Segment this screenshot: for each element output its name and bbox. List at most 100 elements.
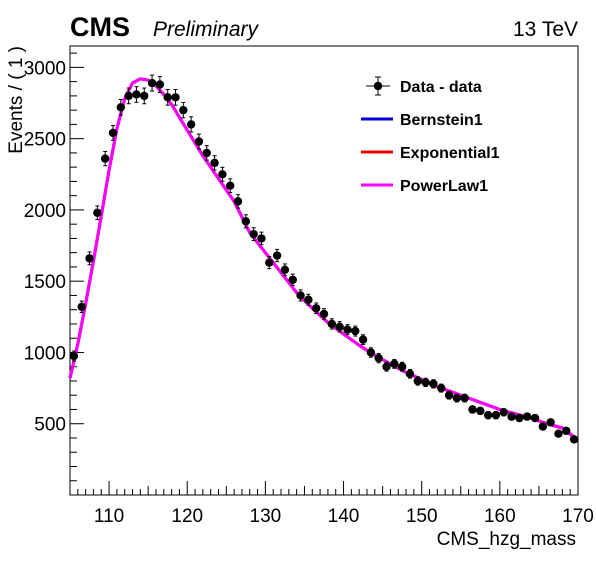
y-tick-label: 500 <box>34 415 66 436</box>
energy-label: 13 TeV <box>513 18 578 41</box>
data-point <box>374 353 383 364</box>
data-point <box>69 350 79 362</box>
data-point <box>444 390 454 400</box>
data-point <box>366 347 376 358</box>
data-point <box>249 227 258 242</box>
data-point <box>460 393 469 403</box>
data-point <box>335 321 344 333</box>
data-point <box>171 88 180 106</box>
y-tick-label: 1500 <box>24 272 66 293</box>
legend-entry: Bernstein1 <box>361 112 483 129</box>
data-point <box>452 393 462 403</box>
data-point <box>538 422 548 431</box>
legend-entry: Data - data <box>366 76 482 96</box>
data-point <box>194 133 204 150</box>
y-tick-label: 1000 <box>24 343 66 364</box>
data-point <box>304 293 313 306</box>
data-point <box>491 410 501 420</box>
legend-label: Bernstein1 <box>400 112 483 129</box>
legend: Data - data Bernstein1 Exponential1 PowerLa… <box>361 76 500 195</box>
data-point <box>468 405 477 414</box>
data-point <box>311 302 321 315</box>
data-point <box>569 435 579 444</box>
data-points <box>69 74 579 444</box>
x-tick-label: 170 <box>562 506 594 527</box>
x-tick-label: 150 <box>406 506 438 527</box>
data-point <box>530 413 540 423</box>
data-point <box>132 86 141 103</box>
data-point <box>405 369 415 379</box>
x-tick-label: 140 <box>328 506 360 527</box>
data-point <box>507 412 516 421</box>
data-point <box>390 358 399 369</box>
data-point <box>483 410 493 420</box>
y-tick-label: 2500 <box>24 130 66 151</box>
data-point <box>272 248 282 263</box>
data-point <box>233 194 243 209</box>
plot-frame <box>69 45 579 496</box>
data-point <box>296 289 305 302</box>
data-point <box>421 377 430 388</box>
series-line-bernstein1 <box>68 77 579 442</box>
data-point <box>85 251 94 266</box>
data-point <box>93 205 102 221</box>
legend-label: Data - data <box>400 79 482 96</box>
data-point <box>382 361 391 372</box>
data-point <box>280 263 290 277</box>
data-point <box>413 376 422 386</box>
data-point <box>351 325 360 337</box>
x-tick-label: 110 <box>94 506 124 527</box>
data-point <box>202 145 211 161</box>
data-point <box>429 379 438 389</box>
data-point <box>562 426 571 436</box>
y-tick-label: 3000 <box>24 58 66 79</box>
data-point <box>210 155 219 171</box>
data-point <box>140 87 149 105</box>
legend-entry: Exponential1 <box>361 145 500 162</box>
data-point <box>523 412 532 421</box>
data-point <box>77 300 86 314</box>
series-line-powerlaw1 <box>68 77 579 441</box>
series-line-exponential1 <box>68 77 579 442</box>
data-point <box>147 74 157 92</box>
y-tick-label: 2000 <box>24 201 66 222</box>
data-point <box>226 178 235 194</box>
x-axis-title: CMS_hzg_mass <box>437 529 576 550</box>
data-point <box>186 116 196 133</box>
data-point <box>499 408 508 417</box>
x-axis: 110 120 130 140 150 160 170 <box>69 481 594 527</box>
y-axis-title: Events / ( 1 ) <box>6 46 27 154</box>
data-point <box>343 324 352 336</box>
data-point <box>116 98 126 116</box>
data-point <box>319 308 329 320</box>
data-point <box>546 418 555 427</box>
data-point <box>437 383 446 393</box>
data-point <box>179 101 188 119</box>
data-point <box>327 318 337 330</box>
data-point <box>163 88 172 106</box>
data-point <box>358 334 368 345</box>
data-point <box>108 125 118 141</box>
data-point <box>288 273 297 286</box>
legend-label: PowerLaw1 <box>400 178 488 195</box>
legend-label: Exponential1 <box>400 145 500 162</box>
data-point <box>241 214 251 229</box>
data-point <box>397 361 407 372</box>
data-point <box>218 166 227 182</box>
x-tick-label: 130 <box>250 506 282 527</box>
experiment-label: CMS <box>70 12 130 42</box>
y-axis: 500 1000 1500 2000 2500 3000 <box>24 52 84 482</box>
data-point <box>515 413 524 423</box>
data-point <box>100 150 110 167</box>
legend-marker <box>373 81 383 91</box>
data-point <box>155 76 165 93</box>
x-tick-label: 160 <box>484 506 516 527</box>
data-point <box>476 406 485 416</box>
data-point <box>265 256 274 270</box>
status-label: Preliminary <box>153 18 260 41</box>
data-point <box>124 87 133 105</box>
fit-curves <box>68 77 579 442</box>
data-point <box>554 429 563 438</box>
x-tick-label: 120 <box>171 506 203 527</box>
